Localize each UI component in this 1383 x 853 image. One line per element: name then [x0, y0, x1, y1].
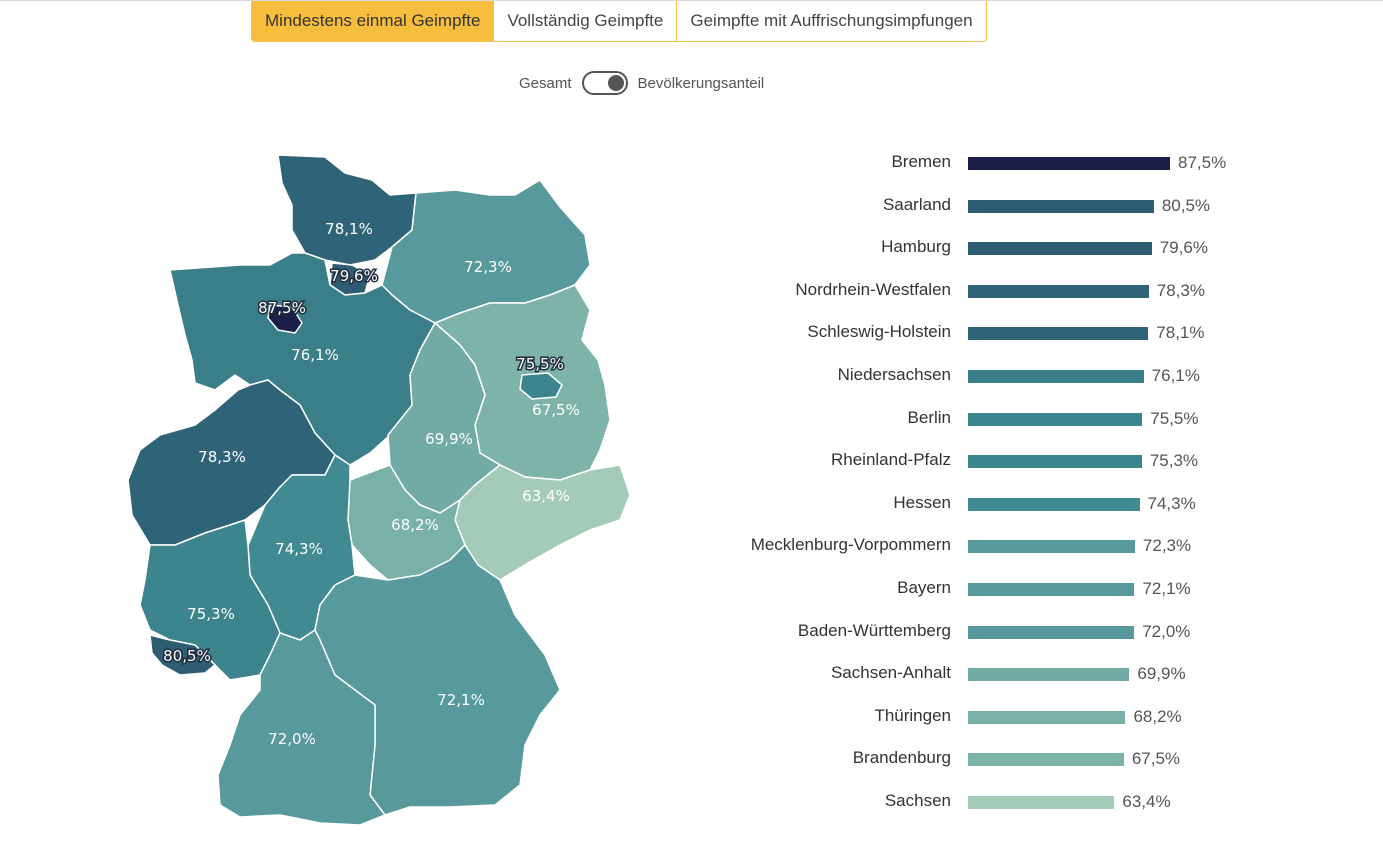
bar-value-label: 76,1% [1151, 366, 1200, 385]
map-label-berlin: 75,5% [516, 355, 564, 373]
bar[interactable] [968, 753, 1124, 767]
bar[interactable] [968, 796, 1115, 809]
bar[interactable] [968, 625, 1135, 639]
bar-category-label: Thüringen [874, 705, 951, 725]
top-divider [0, 0, 1383, 1]
bar-category-label: Bayern [897, 578, 951, 597]
map-label-hessen: 74,3% [275, 540, 323, 558]
tab-vollstaendig[interactable]: Vollständig Geimpfte [493, 1, 676, 41]
map-label-sachsen: 63,4% [522, 487, 570, 505]
bar[interactable] [968, 284, 1149, 298]
bar-value-label: 72,3% [1142, 536, 1192, 556]
bar-value-label: 79,6% [1159, 238, 1208, 258]
bar-row: Mecklenburg-Vorpommern 72,3% [700, 533, 1300, 557]
bar-row: Sachsen 63,4% [700, 789, 1300, 813]
bar-category-label: Mecklenburg-Vorpommern [750, 535, 951, 555]
bar[interactable] [968, 370, 1144, 383]
region-sachsen[interactable] [454, 464, 631, 581]
bar[interactable] [968, 540, 1135, 554]
map-label-schleswig-holstein: 78,1% [325, 220, 373, 238]
bar-value-label: 68,2% [1133, 706, 1182, 726]
bar-value-label: 78,1% [1156, 323, 1205, 343]
map-label-niedersachsen: 76,1% [291, 346, 339, 364]
bar-row: Sachsen-Anhalt 69,9% [700, 661, 1300, 685]
toggle-left-label: Gesamt [519, 74, 572, 92]
bar-category-label: Baden-Württemberg [797, 620, 951, 640]
region-schleswig-holstein[interactable] [277, 154, 417, 266]
bar-value-label: 63,4% [1122, 792, 1171, 811]
bar-row: Rheinland-Pfalz 75,3% [700, 448, 1300, 472]
map-label-nordrhein-westfalen: 78,3% [198, 448, 246, 466]
tab-auffrischung[interactable]: Geimpfte mit Auffrischungsimpfungen [676, 1, 985, 41]
map-label-thueringen: 68,2% [391, 516, 439, 534]
bar-category-label: Nordrhein-Westfalen [795, 279, 951, 299]
bar-category-label: Sachsen [884, 791, 951, 810]
bar-value-label: 67,5% [1131, 749, 1181, 769]
bar-value-label: 72,1% [1142, 579, 1191, 598]
bar[interactable] [968, 497, 1140, 511]
view-toggle-row: Gesamt Bevölkerungsanteil [519, 69, 764, 97]
map-label-mecklenburg-vorpommern: 72,3% [464, 258, 512, 276]
map-label-brandenburg: 67,5% [532, 401, 580, 419]
bar-category-label: Schleswig-Holstein [807, 322, 951, 342]
toggle-knob [607, 75, 624, 91]
bar-value-label: 80,5% [1161, 195, 1211, 215]
bar-value-label: 87,5% [1178, 153, 1227, 172]
bar-category-label: Hessen [893, 492, 951, 512]
map-label-rheinland-pfalz: 75,3% [187, 605, 235, 623]
bar-category-label: Saarland [882, 194, 951, 214]
view-toggle-switch[interactable] [581, 71, 628, 95]
bar-value-label: 69,9% [1137, 664, 1186, 684]
bar[interactable] [968, 668, 1130, 682]
map-label-bayern: 72,1% [437, 691, 485, 709]
bar-row: Niedersachsen 76,1% [700, 363, 1300, 387]
bar-value-label: 75,5% [1150, 408, 1199, 428]
bar-category-label: Hamburg [881, 237, 951, 257]
bar-row: Schleswig-Holstein 78,1% [700, 320, 1300, 344]
bar-row: Saarland 80,5% [700, 193, 1300, 217]
bar[interactable] [968, 412, 1143, 426]
bar[interactable] [968, 199, 1154, 213]
map-label-hamburg: 79,6% [330, 267, 378, 285]
bar-category-label: Berlin [907, 407, 951, 427]
bar[interactable] [968, 710, 1126, 724]
map-label-baden-wuerttemberg: 72,0% [268, 730, 316, 748]
bar-row: Bremen 87,5% [700, 150, 1300, 174]
bar[interactable] [968, 242, 1152, 256]
bar-row: Baden-Württemberg 72,0% [700, 619, 1300, 643]
bar-value-label: 72,0% [1142, 621, 1191, 641]
map-labels: 78,1% 79,6% 87,5% 72,3% 76,1% 75,5% 67,5… [162, 220, 580, 748]
germany-map: 78,1% 79,6% 87,5% 72,3% 76,1% 75,5% 67,5… [120, 135, 640, 835]
bar-row: Hamburg 79,6% [700, 235, 1300, 259]
bar[interactable] [968, 157, 1170, 170]
bar-value-label: 74,3% [1147, 493, 1196, 513]
map-label-saarland: 80,5% [163, 647, 211, 665]
bar[interactable] [968, 455, 1142, 469]
bar-row: Brandenburg 67,5% [700, 746, 1300, 770]
region-berlin[interactable] [519, 372, 563, 400]
bar-row: Bayern 72,1% [700, 576, 1300, 600]
bar-category-label: Brandenburg [852, 748, 951, 768]
bar[interactable] [968, 327, 1149, 341]
bar-value-label: 78,3% [1156, 280, 1205, 300]
bar-category-label: Rheinland-Pfalz [830, 450, 951, 470]
bar-row: Hessen 74,3% [700, 491, 1300, 515]
bar-row: Nordrhein-Westfalen 78,3% [700, 278, 1300, 302]
bar-category-label: Niedersachsen [837, 365, 951, 384]
tab-mindestens-einmal[interactable]: Mindestens einmal Geimpfte [252, 1, 494, 41]
bar-row: Berlin 75,5% [700, 406, 1300, 430]
map-label-bremen: 87,5% [258, 299, 306, 317]
region-baden-wuerttemberg[interactable] [217, 629, 386, 826]
toggle-right-label: Bevölkerungsanteil [637, 74, 765, 92]
bar-row: Thüringen 68,2% [700, 704, 1300, 728]
bar-value-label: 75,3% [1149, 451, 1199, 471]
vaccination-tabs: Mindestens einmal Geimpfte Vollständig G… [251, 1, 987, 42]
bar-category-label: Sachsen-Anhalt [830, 663, 951, 683]
bar-category-label: Bremen [891, 152, 951, 171]
region-saarland[interactable] [149, 634, 216, 676]
region-bremen[interactable] [267, 304, 303, 334]
bar[interactable] [968, 583, 1135, 596]
map-label-sachsen-anhalt: 69,9% [425, 430, 473, 448]
